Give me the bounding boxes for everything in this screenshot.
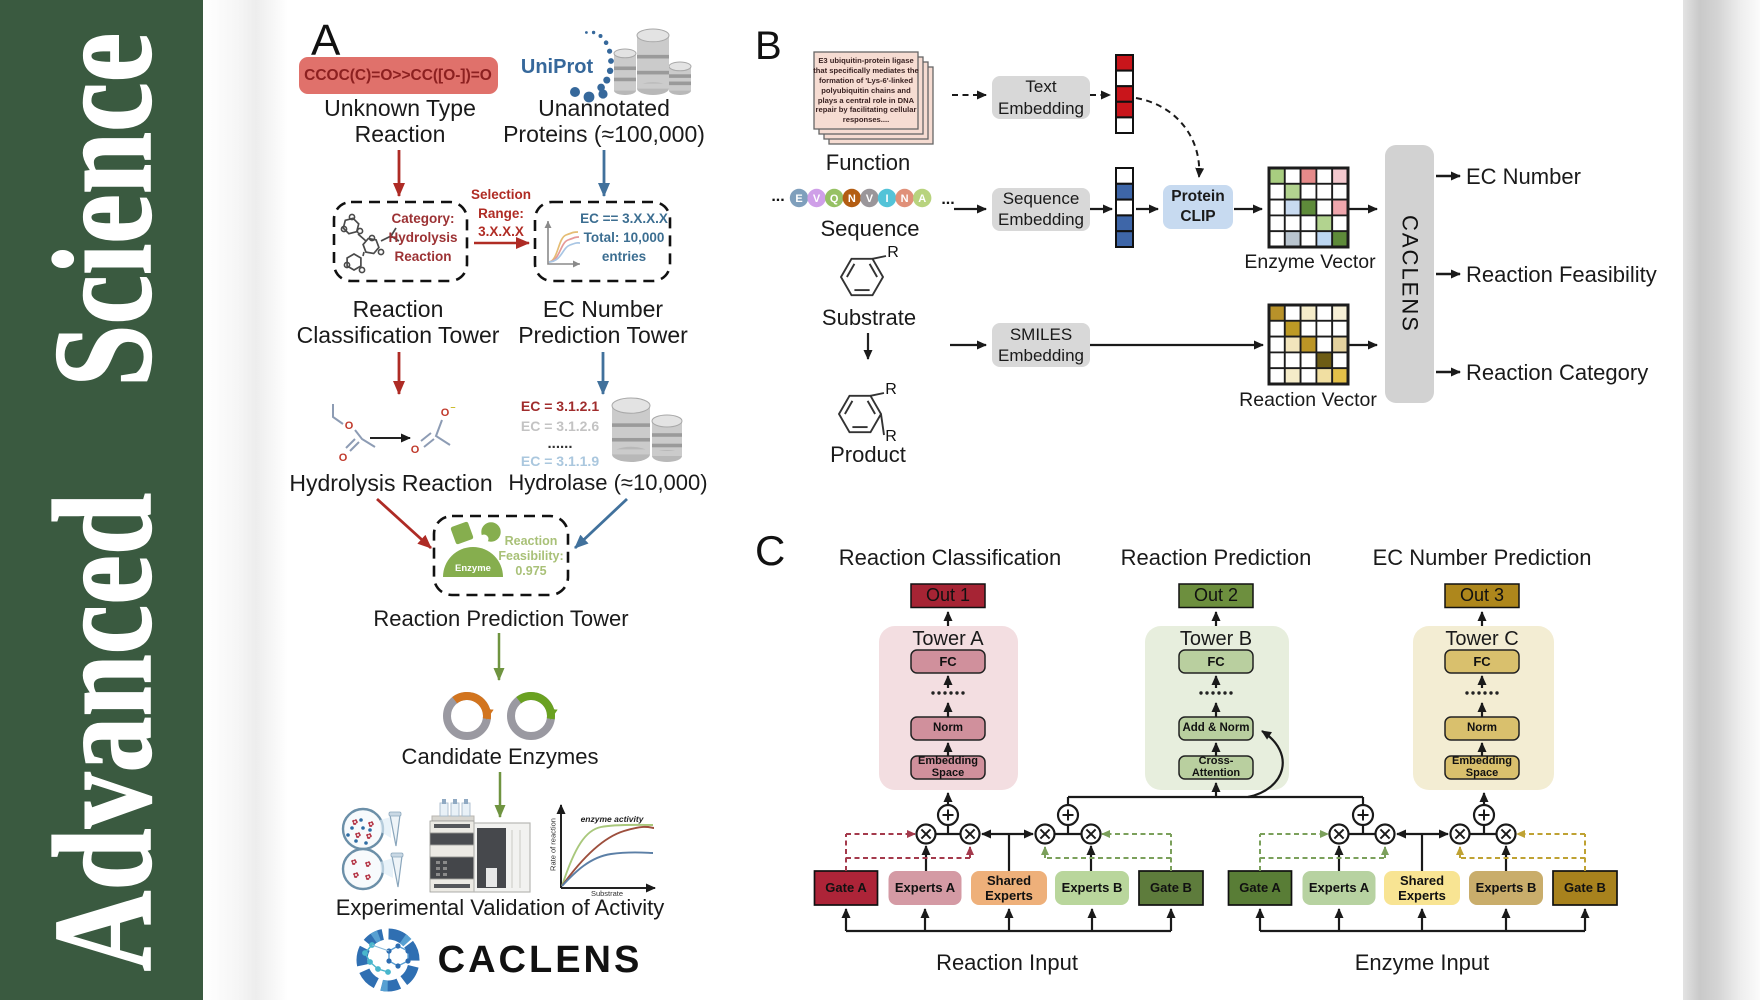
svg-text:V: V	[813, 193, 821, 205]
svg-text:V: V	[866, 193, 874, 205]
svg-text:N: N	[848, 193, 856, 205]
svg-text:A: A	[918, 193, 926, 205]
svg-text:E: E	[795, 193, 802, 205]
svg-text:I: I	[885, 193, 888, 205]
svg-text:N: N	[901, 193, 909, 205]
svg-text:Q: Q	[830, 193, 839, 205]
